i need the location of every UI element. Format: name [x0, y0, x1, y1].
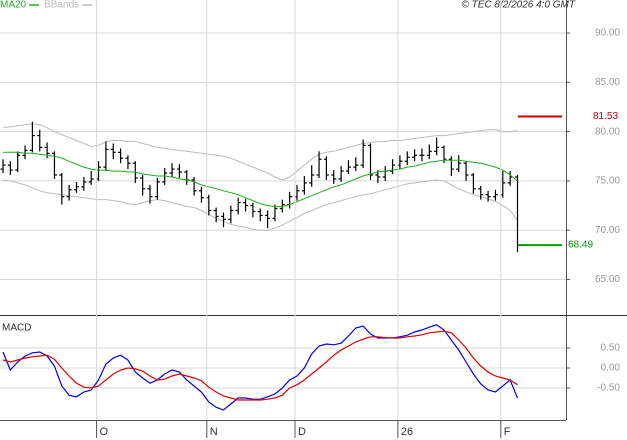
- macd-title: MACD: [2, 323, 31, 334]
- ma-line: [3, 151, 518, 207]
- level-label: 81.53: [593, 111, 618, 122]
- legend-label: MA20: [0, 0, 27, 11]
- x-tick-label: F: [504, 426, 511, 438]
- legend-label: BBands: [44, 0, 79, 11]
- x-tick-label: N: [210, 426, 218, 438]
- y-tick-label: 65.00: [595, 274, 620, 285]
- macd-line: [2, 324, 519, 411]
- y-tick-label: 85.00: [595, 77, 620, 88]
- x-tick-label: D: [298, 426, 306, 438]
- y-tick-label: 70.00: [595, 225, 620, 236]
- y-tick-label: 75.00: [595, 176, 620, 187]
- bband-lower: [2, 179, 518, 231]
- y-tick-label: 80.00: [595, 126, 620, 137]
- y-tick-label: 90.00: [595, 28, 620, 39]
- x-tick-label: 26: [401, 426, 413, 438]
- x-tick-label: O: [100, 426, 109, 438]
- y-tick-label: 0.00: [601, 363, 621, 374]
- level-label: 68.49: [568, 240, 593, 251]
- y-tick-label: -0.50: [597, 383, 620, 394]
- y-tick-label: 0.50: [601, 343, 621, 354]
- bband-upper: [2, 123, 518, 181]
- source: © TEC 8/2/2026 4:0 GMT: [461, 0, 575, 11]
- macd-line: [2, 330, 518, 401]
